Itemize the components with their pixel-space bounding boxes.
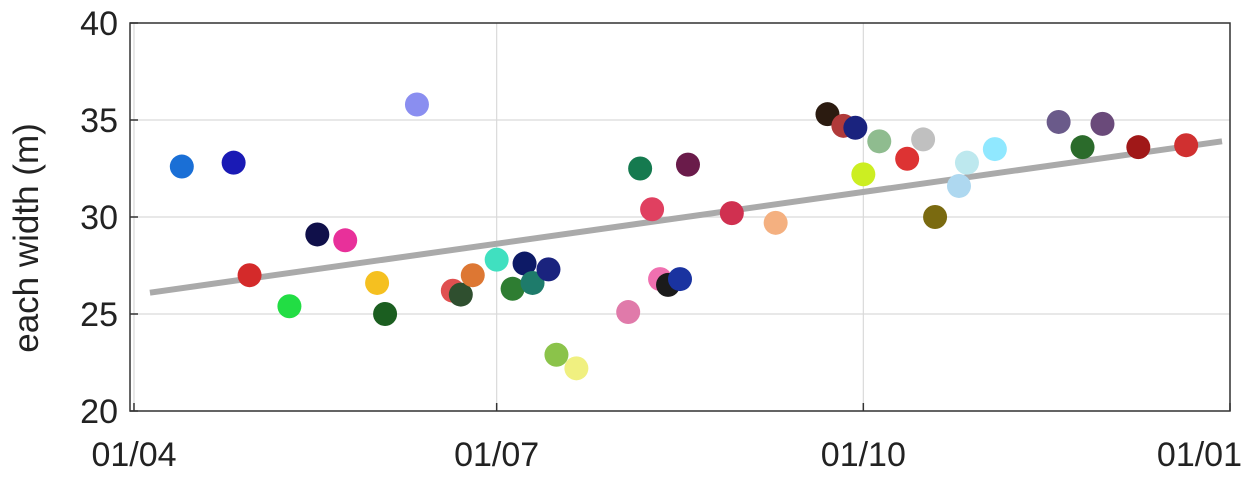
data-point [484, 247, 509, 272]
data-point [536, 257, 561, 282]
y-tick-label: 35 [80, 102, 118, 140]
data-point [851, 162, 876, 187]
x-tick-label: 01/10 [821, 436, 906, 474]
data-point [719, 201, 744, 226]
point-layer [169, 92, 1199, 381]
data-point [1070, 135, 1095, 160]
x-tick-label: 01/01 [1157, 436, 1242, 474]
data-point [169, 154, 194, 179]
data-point [448, 282, 473, 307]
y-tick-label: 30 [80, 199, 118, 237]
data-point [763, 210, 788, 235]
data-point [520, 270, 545, 295]
data-point [221, 150, 246, 175]
data-point [982, 137, 1007, 162]
data-point [333, 228, 358, 253]
trend-layer [149, 138, 1223, 296]
x-tick-label: 01/04 [91, 436, 176, 474]
data-point [544, 342, 569, 367]
y-tick-label: 40 [80, 5, 118, 43]
data-point [1174, 133, 1199, 158]
data-point [373, 302, 398, 326]
y-axis-label: each width (m) [7, 123, 46, 353]
data-point [500, 276, 525, 301]
x-tick-label: 01/07 [454, 436, 539, 474]
data-point [1046, 109, 1071, 134]
data-point [564, 356, 589, 381]
data-point [923, 205, 948, 229]
data-point [305, 222, 330, 247]
trend-line [149, 138, 1223, 296]
axis-layer: 20 25 30 35 40 01/04 01/07 01/10 01/01 [80, 5, 1242, 474]
y-tick-label: 20 [80, 393, 118, 431]
y-tick-label: 25 [80, 296, 118, 334]
data-point [675, 152, 700, 177]
data-point [404, 92, 429, 117]
data-point [365, 270, 390, 295]
data-point [512, 251, 537, 276]
data-point [843, 115, 868, 140]
data-point [616, 300, 641, 325]
data-point [460, 263, 485, 288]
data-point [668, 267, 692, 292]
data-point [628, 156, 653, 181]
data-point [867, 129, 892, 154]
data-point [237, 263, 262, 288]
data-point [640, 197, 665, 222]
data-point [1126, 135, 1151, 160]
data-point [895, 146, 920, 171]
data-point [277, 294, 302, 319]
data-point [1090, 111, 1115, 136]
data-point [911, 127, 936, 152]
data-point [954, 150, 979, 175]
data-point [946, 173, 971, 198]
